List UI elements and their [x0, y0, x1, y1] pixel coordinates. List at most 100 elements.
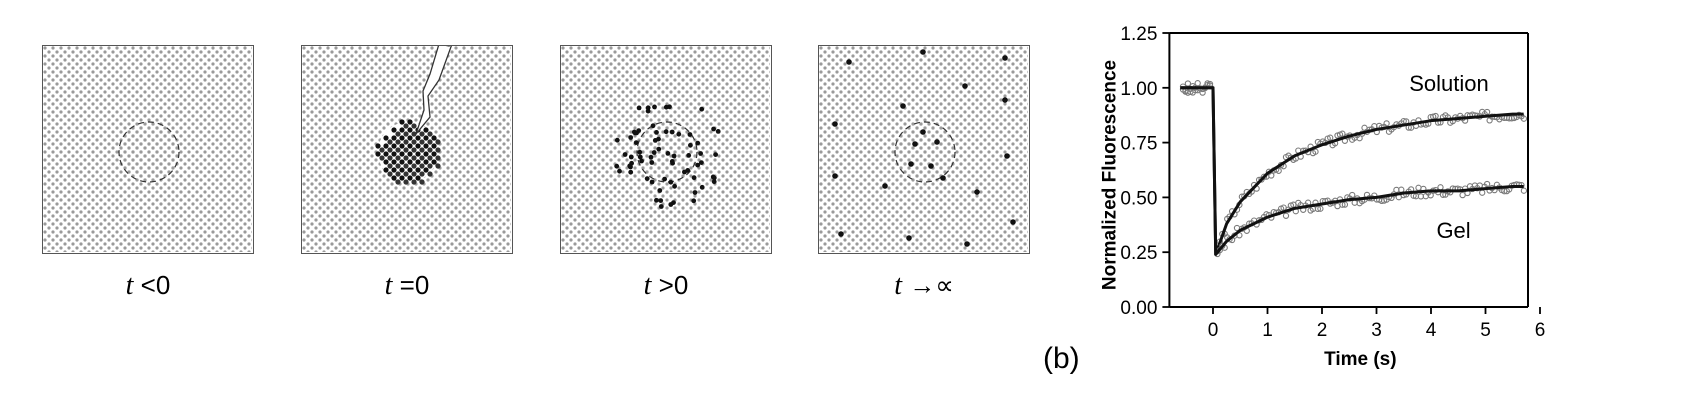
bleached-dot	[403, 139, 409, 145]
bleached-dot	[403, 131, 409, 137]
spread-dot	[711, 179, 717, 185]
spread-dot	[676, 131, 682, 137]
dispersed-dot	[846, 59, 852, 65]
spread-dot	[652, 104, 657, 110]
spread-dot	[644, 176, 650, 182]
bleached-dot	[395, 147, 401, 153]
x-tick-label: 0	[1208, 320, 1219, 341]
y-tick-label: 1.00	[1120, 79, 1157, 100]
bleached-dot	[399, 127, 405, 133]
bleached-dot	[431, 143, 437, 149]
spread-dot	[648, 154, 654, 160]
dispersed-dot	[838, 231, 844, 237]
dispersed-dot	[1004, 153, 1010, 159]
bleached-dot	[423, 167, 429, 173]
dispersed-dot	[920, 49, 926, 55]
bleached-dot	[391, 159, 397, 165]
bleached-dot	[411, 155, 417, 161]
data-point-solution	[1275, 167, 1282, 174]
dispersed-dot	[900, 103, 906, 109]
spread-dot	[713, 152, 718, 157]
dispersed-dot	[906, 235, 912, 241]
dispersed-dot	[1010, 219, 1016, 225]
bleached-dot	[391, 127, 397, 133]
panel-label-2: t =0	[384, 270, 430, 301]
spread-dot	[636, 105, 642, 111]
spread-dot	[650, 123, 656, 129]
spread-dot	[711, 126, 716, 132]
bleached-dot	[387, 139, 393, 145]
x-tick-label: 3	[1371, 320, 1382, 341]
bleached-dot	[399, 119, 405, 125]
bleached-dot	[427, 163, 433, 169]
bleached-dot	[411, 147, 417, 153]
bleached-dot	[403, 179, 409, 185]
panel-bleach	[301, 45, 513, 254]
bleached-dot	[387, 171, 393, 177]
spread-dot	[645, 105, 651, 111]
y-tick-label: 0.75	[1120, 134, 1157, 155]
bleached-dot	[411, 179, 417, 185]
bleached-dot	[423, 143, 429, 149]
bleached-dot	[399, 175, 405, 181]
bleached-dot	[435, 139, 441, 145]
bleached-dot	[415, 151, 421, 157]
bleached-dot	[387, 147, 393, 153]
bleached-spot	[375, 119, 441, 185]
bleached-dot	[395, 139, 401, 145]
diffusing-dots	[614, 104, 721, 209]
bleached-dot	[391, 135, 397, 141]
annotation-gel: Gel	[1436, 218, 1470, 243]
spread-dot	[691, 175, 697, 181]
dispersed-dot	[974, 189, 980, 195]
panel-tag: (b)	[1043, 342, 1080, 375]
spread-dot	[658, 204, 664, 209]
spread-dot	[682, 169, 687, 175]
spread-dot	[695, 162, 701, 168]
bleached-dot	[415, 167, 421, 173]
panel-equilibrium	[818, 45, 1030, 254]
spread-dot	[649, 160, 655, 165]
spread-dot	[695, 140, 701, 146]
bleached-dot	[399, 135, 405, 141]
bleached-dot	[379, 147, 385, 153]
spread-dot	[692, 190, 698, 195]
spread-dot	[628, 169, 634, 175]
bleached-dot	[419, 131, 425, 137]
data-point-gel	[1317, 205, 1324, 212]
bleached-dot	[415, 143, 421, 149]
spread-dot	[668, 179, 674, 185]
data-point-solution	[1312, 148, 1319, 155]
spread-dot	[652, 138, 658, 143]
x-axis-label: Time (s)	[1324, 349, 1397, 370]
fit-line-gel	[1180, 86, 1524, 256]
spread-dot	[637, 149, 643, 155]
bleached-dot	[419, 147, 425, 153]
panel-recovery-graphic	[561, 46, 770, 252]
dispersed-dot	[928, 163, 934, 169]
x-tick-label: 1	[1262, 320, 1273, 341]
bleached-dot	[411, 171, 417, 177]
bleached-dot	[427, 155, 433, 161]
spread-dot	[711, 175, 717, 181]
spread-dot	[654, 130, 659, 135]
chart-marks	[1179, 80, 1528, 258]
bleached-dot	[411, 123, 417, 129]
bleached-dot	[387, 155, 393, 161]
chart-labels: Time (s) Normalized Fluorescence Solution G…	[1099, 60, 1488, 370]
x-tick-label: 2	[1317, 320, 1328, 341]
bleached-dot	[395, 179, 401, 185]
bleached-dot	[407, 167, 413, 173]
bleached-dot	[427, 147, 433, 153]
bleached-dot	[415, 135, 421, 141]
spread-dot	[663, 129, 669, 135]
y-tick-label: 0.50	[1120, 188, 1157, 209]
bleached-dot	[419, 179, 425, 185]
spread-dot	[622, 152, 628, 157]
data-point-solution	[1184, 80, 1192, 87]
x-tick-label: 5	[1480, 320, 1491, 341]
bleached-dot	[391, 151, 397, 157]
dispersed-dot	[920, 129, 926, 135]
panel-before-bleach	[42, 45, 254, 254]
bleached-dot	[411, 163, 417, 169]
